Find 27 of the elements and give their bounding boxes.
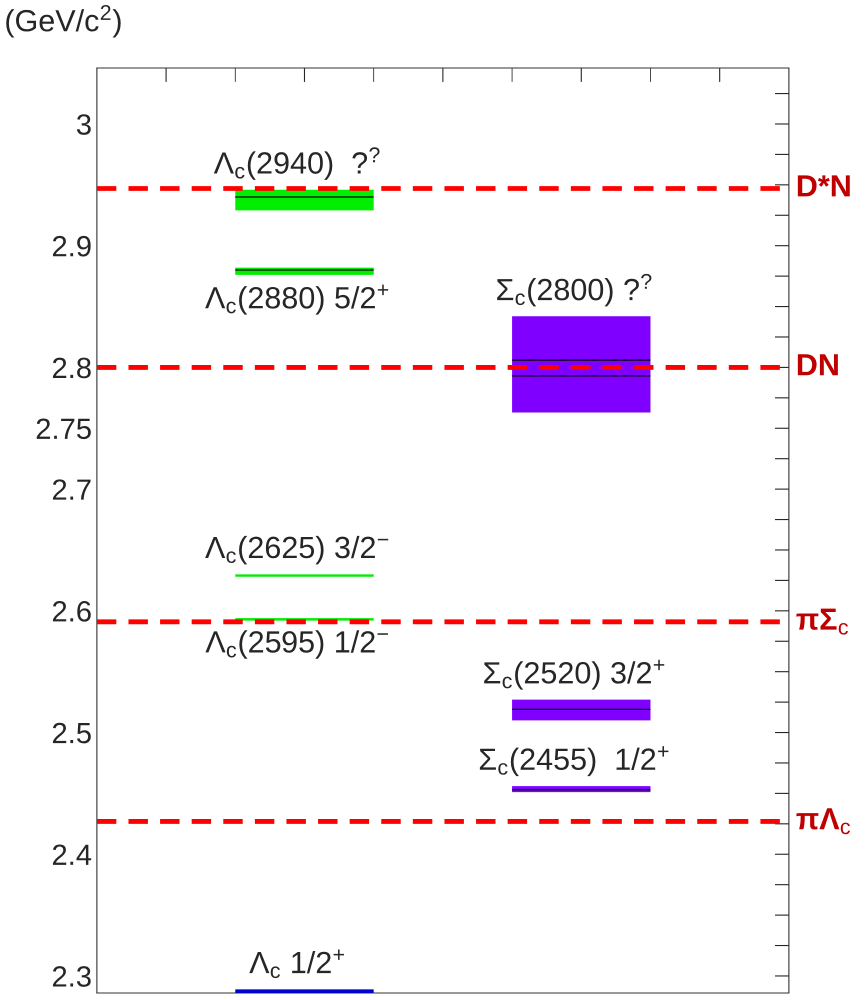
ref-line-label: πΣ$_{c}$ <box>796 608 848 635</box>
series-label: Σ$_{c}$(2520) 3/2$^{+}$ <box>484 660 664 690</box>
bar <box>235 574 374 577</box>
bar <box>512 316 650 412</box>
series-label: Λ$_{c}$(2595) 1/2$^{−}$ <box>205 630 388 659</box>
series-label: Σ$_{c}$(2800) ?$^{?}$ <box>497 274 652 306</box>
y-tick-label: 2.3 <box>52 966 91 987</box>
ref-line-label: πΛ$_{c}$ <box>796 808 850 834</box>
y-tick-label: 2.8 <box>52 358 91 378</box>
ref-line-label: DN <box>798 354 838 376</box>
y-tick-label: 2.5 <box>52 722 91 744</box>
series-label: Λ$_{c}$(2940) ?$^{?}$ <box>214 147 380 180</box>
y-tick-label: 2.4 <box>52 844 92 865</box>
series-label: Λ$_{c}$(2625) 3/2$^{−}$ <box>205 536 388 564</box>
y-axis-title: (GeV/c$^{2}$) <box>6 5 121 38</box>
y-tick-label: 2.9 <box>52 236 91 257</box>
y-tick-label: 2.75 <box>36 418 91 440</box>
bar <box>512 700 650 720</box>
series-label: Λ$_{c}$ 1/2$^{+}$ <box>249 949 344 978</box>
ref-line-label: D*N <box>798 175 850 196</box>
series-label: Σ$_{c}$(2455) 1/2$^{+}$ <box>480 746 668 776</box>
y-tick-label: 2.7 <box>52 479 91 500</box>
bar <box>235 989 374 993</box>
series-label: Λ$_{c}$(2880) 5/2$^{+}$ <box>205 284 388 315</box>
y-tick-label: 2.6 <box>52 601 91 622</box>
bar <box>235 190 374 210</box>
y-tick-label: 3 <box>76 114 91 135</box>
